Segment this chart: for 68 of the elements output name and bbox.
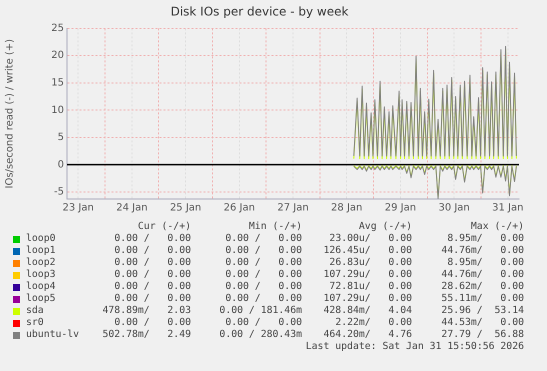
text: 0.00 / 0.00	[114, 245, 191, 257]
text: 44.76m/ 0.00	[441, 269, 524, 281]
y-tick-label: 20	[51, 50, 64, 62]
text: 107.29u/ 0.00	[324, 293, 412, 305]
text: 44.76m/ 0.00	[441, 245, 524, 257]
text: 0.00 / 0.00	[225, 293, 302, 305]
text: 27.79 / 56.88	[441, 329, 524, 341]
text: 0.00 / 0.00	[114, 269, 191, 281]
text: 428.84m/ 4.04	[324, 305, 412, 317]
text: 0.00 / 0.00	[114, 257, 191, 269]
legend-label: loop5	[26, 293, 56, 305]
chart-title: Disk IOs per device - by week	[170, 4, 348, 18]
text: 0.00 / 0.00	[225, 317, 302, 329]
text: 72.81u/ 0.00	[329, 281, 412, 293]
legend-label: loop2	[26, 257, 56, 269]
text: 28.62m/ 0.00	[441, 281, 524, 293]
text: 0.00 / 0.00	[114, 317, 191, 329]
text: 23.00u/ 0.00	[329, 233, 412, 245]
y-tick-label: 10	[51, 104, 64, 116]
text: 126.45u/ 0.00	[324, 245, 412, 257]
y-axis-title: IOs/second read (-) / write (+)	[4, 38, 16, 188]
legend-label: loop1	[26, 245, 56, 257]
text: 0.00 / 0.00	[225, 245, 302, 257]
y-tick-label: 15	[51, 78, 64, 88]
text: 0.00 / 0.00	[225, 281, 302, 293]
text: 55.11m/ 0.00	[441, 293, 524, 305]
text: 0.00 / 0.00	[114, 293, 191, 305]
x-tick-label: 24 Jan	[116, 202, 148, 214]
x-tick-label: 26 Jan	[224, 202, 255, 214]
text: 0.00 / 0.00	[114, 233, 191, 245]
x-tick-label: 23 Jan	[62, 202, 94, 214]
text: 25.96 / 53.14	[441, 305, 524, 317]
y-tick-label: 25	[51, 22, 64, 34]
x-tick-label: 27 Jan	[277, 202, 309, 214]
y-tick-label: -5	[54, 186, 64, 198]
text: 464.20m/ 4.76	[324, 329, 412, 341]
text: Last update: Sat Jan 31 15:50:56 2026	[306, 341, 524, 353]
text: 0.00 / 0.00	[225, 233, 302, 245]
legend-label: loop4	[26, 281, 56, 293]
text: 107.29u/ 0.00	[324, 269, 412, 281]
text: Avg (-/+)	[358, 221, 412, 233]
text: Cur (-/+)	[138, 221, 191, 233]
legend-label: ubuntu-lv	[26, 329, 80, 341]
y-tick-label: 5	[58, 132, 64, 144]
text: 8.95m/ 0.00	[447, 257, 524, 269]
text: 8.95m/ 0.00	[447, 233, 524, 245]
legend-label: sda	[26, 305, 44, 317]
x-tick-label: 25 Jan	[170, 202, 202, 214]
y-tick-label: 0	[58, 159, 64, 170]
text: 2.22m/ 0.00	[335, 317, 412, 329]
text: 26.83u/ 0.00	[329, 257, 412, 269]
text: 0.00 / 0.00	[114, 281, 191, 293]
x-tick-label: 30 Jan	[438, 202, 470, 214]
text: 0.00 / 0.00	[225, 257, 302, 269]
legend-label: loop0	[26, 233, 56, 245]
text: 0.00 / 0.00	[225, 269, 302, 281]
text: 44.53m/ 0.00	[441, 317, 524, 329]
legend-label: sr0	[26, 317, 44, 329]
text: Min (-/+)	[248, 221, 302, 233]
text: Max (-/+)	[470, 221, 524, 233]
x-tick-label: 28 Jan	[331, 202, 362, 214]
text: 0.00 / 181.46m	[219, 305, 302, 317]
text: 478.89m/ 2.03	[102, 305, 191, 317]
text: 502.78m/ 2.49	[102, 329, 191, 341]
x-tick-label: 31 Jan	[492, 202, 524, 214]
legend-label: loop3	[26, 269, 56, 281]
x-tick-label: 29 Jan	[384, 202, 416, 214]
text: 0.00 / 280.43m	[219, 329, 302, 341]
